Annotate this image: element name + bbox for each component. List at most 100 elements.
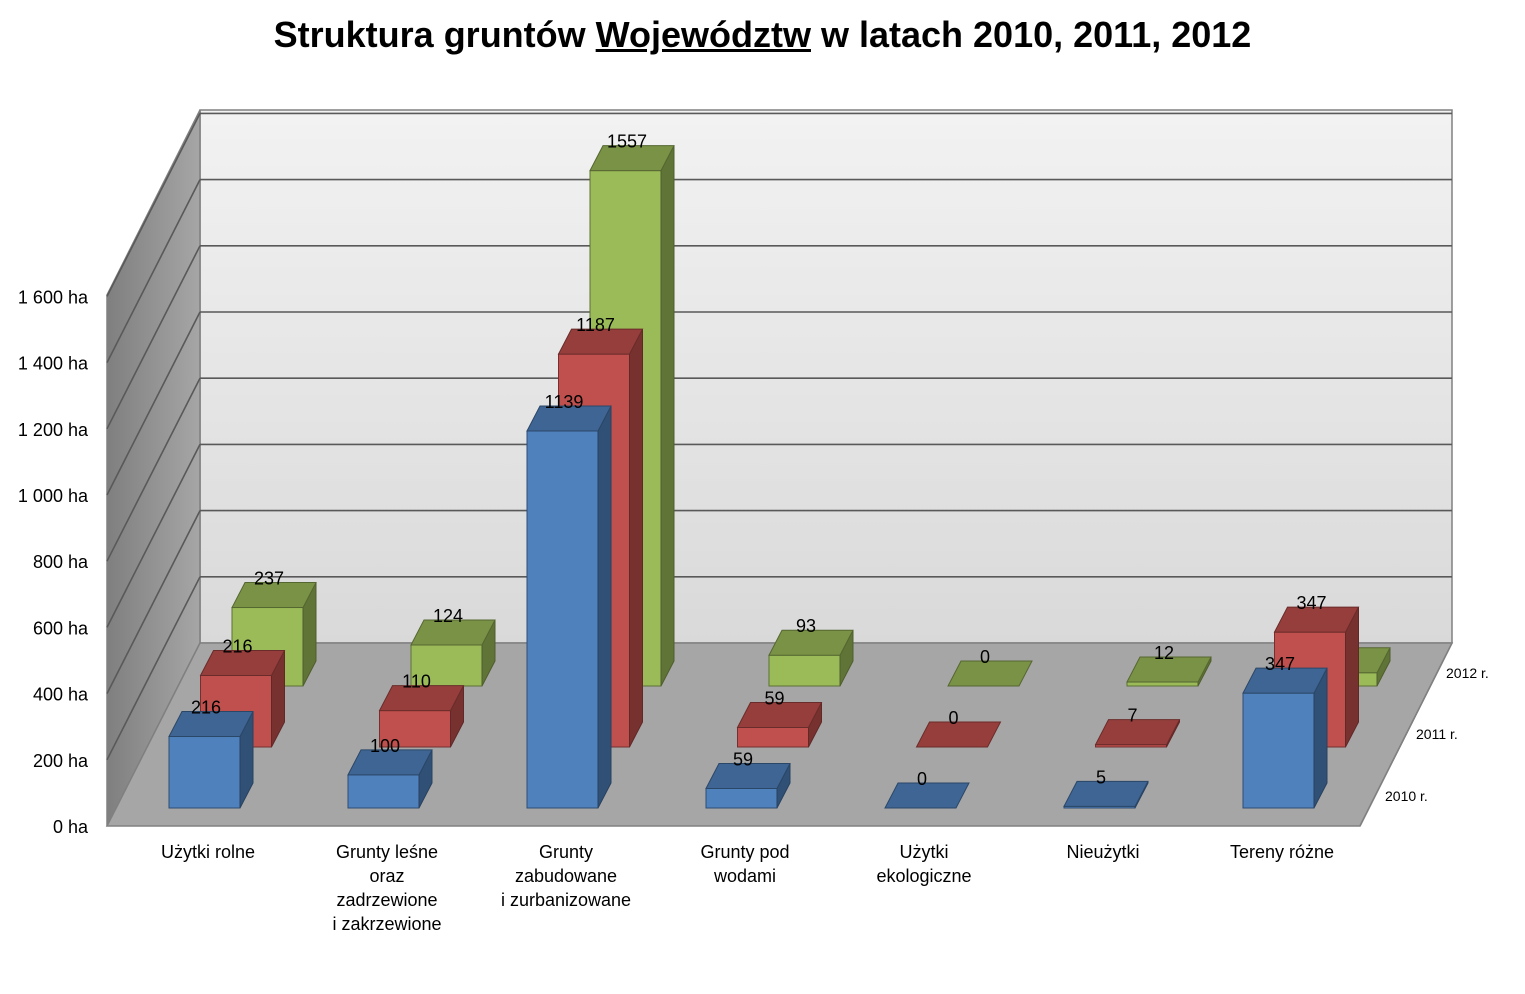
gridline-left xyxy=(106,576,201,761)
title-underlined: Województw xyxy=(595,14,811,55)
bar-top xyxy=(736,701,823,728)
data-label: 0 xyxy=(948,708,958,728)
data-label: 216 xyxy=(222,637,252,657)
data-label: 216 xyxy=(191,698,221,718)
y-tick-label: 1 000 ha xyxy=(18,486,89,506)
x-tick-label: Grunty zabudowane i zurbanizowane xyxy=(501,842,631,910)
bar-front xyxy=(379,710,451,748)
bar-top xyxy=(884,782,970,809)
data-label: 1557 xyxy=(607,132,647,152)
gridline-left xyxy=(106,179,201,363)
x-axis-labels: Użytki rolne Grunty leśne oraz zadrzewione i… xyxy=(161,842,1334,934)
bar-front xyxy=(526,430,599,809)
bar: 7 xyxy=(1094,706,1181,748)
bar: 0 xyxy=(915,708,1002,748)
y-tick-label: 1 400 ha xyxy=(18,354,89,374)
bar: 59 xyxy=(705,749,791,809)
depth-axis-labels: 2010 r. 2011 r. 2012 r. xyxy=(1359,642,1489,827)
chart-title: Struktura gruntów Województw w latach 20… xyxy=(0,14,1525,56)
x-tick-label: Tereny różne xyxy=(1230,842,1334,862)
bar-top xyxy=(168,711,254,738)
bar: 100 xyxy=(347,736,433,809)
title-suffix: w latach 2010, 2011, 2012 xyxy=(810,14,1252,55)
y-tick-label: 400 ha xyxy=(33,685,89,705)
bar-top xyxy=(378,685,465,712)
x-tick-label: Użytki ekologiczne xyxy=(876,842,971,886)
bar-top xyxy=(915,721,1002,748)
gridline-left xyxy=(106,245,201,430)
data-label: 110 xyxy=(402,672,431,692)
data-label: 100 xyxy=(370,736,400,756)
gridline-left xyxy=(106,311,201,496)
gridline-left xyxy=(106,510,201,694)
data-label: 0 xyxy=(917,769,927,789)
y-tick-label: 200 ha xyxy=(33,751,89,771)
bar-side xyxy=(660,145,675,687)
bar-front xyxy=(737,726,809,748)
y-tick-label: 1 200 ha xyxy=(18,420,89,440)
y-tick-label: 1 600 ha xyxy=(18,287,89,307)
bar: 59 xyxy=(736,688,823,748)
depth-label: 2010 r. xyxy=(1385,788,1428,804)
bar-top xyxy=(1063,780,1149,807)
depth-axis xyxy=(1359,642,1453,827)
bar-top xyxy=(768,629,854,656)
bar-top xyxy=(557,328,644,355)
data-label: 0 xyxy=(980,647,990,667)
data-label: 93 xyxy=(796,616,816,636)
y-tick-label: 800 ha xyxy=(33,552,89,572)
bar-front xyxy=(768,654,841,687)
bar: 0 xyxy=(947,647,1033,687)
bar-front xyxy=(705,787,778,809)
bar-top xyxy=(231,582,317,609)
data-label: 59 xyxy=(764,688,784,708)
bar-top xyxy=(1242,667,1328,694)
x-tick-label: Grunty pod wodami xyxy=(700,842,789,886)
gridline-left xyxy=(106,377,201,562)
data-label: 12 xyxy=(1154,643,1174,663)
bar-front xyxy=(410,644,483,687)
bar: 347 xyxy=(1242,654,1328,809)
x-tick-label: Grunty leśne oraz zadrzewione i zakrzewione xyxy=(332,842,441,934)
bar-front xyxy=(168,736,241,809)
gridlines xyxy=(106,112,1452,761)
depth-label: 2012 r. xyxy=(1446,665,1489,681)
depth-label: 2011 r. xyxy=(1416,726,1458,742)
bar-top xyxy=(1094,719,1181,746)
data-label: 347 xyxy=(1296,593,1326,613)
bar-front xyxy=(347,774,420,809)
bar-side xyxy=(629,328,643,748)
bars: 2371241557930124021611011875907347216100… xyxy=(168,132,1391,809)
title-prefix: Struktura gruntów xyxy=(273,14,596,55)
bar: 216 xyxy=(168,698,254,809)
bar: 0 xyxy=(884,769,970,809)
back-wall xyxy=(199,109,1453,644)
bar: 1139 xyxy=(526,392,612,809)
bar-top xyxy=(705,762,791,789)
bar: 110 xyxy=(378,672,465,748)
bar: 93 xyxy=(768,616,854,687)
bar-side xyxy=(597,405,612,809)
bar: 124 xyxy=(410,606,496,687)
bar-top xyxy=(526,405,612,432)
x-tick-label: Użytki rolne xyxy=(161,842,255,862)
x-tick-label: Nieużytki xyxy=(1066,842,1139,862)
gridline-left xyxy=(106,113,201,297)
data-label: 1139 xyxy=(545,392,584,412)
bar-front xyxy=(1242,692,1315,809)
bar-top xyxy=(589,145,675,172)
bar-top xyxy=(199,650,286,677)
data-label: 124 xyxy=(433,606,463,626)
data-label: 7 xyxy=(1127,706,1137,726)
y-tick-label: 600 ha xyxy=(33,618,89,638)
bar-top xyxy=(1126,656,1212,683)
y-tick-label: 0 ha xyxy=(53,817,89,837)
data-label: 5 xyxy=(1096,767,1106,787)
gridline-left xyxy=(106,444,201,628)
bar-top xyxy=(1273,606,1360,633)
bar-top xyxy=(347,749,433,776)
bar: 12 xyxy=(1126,643,1212,687)
data-label: 1187 xyxy=(576,315,615,335)
data-label: 347 xyxy=(1265,654,1295,674)
